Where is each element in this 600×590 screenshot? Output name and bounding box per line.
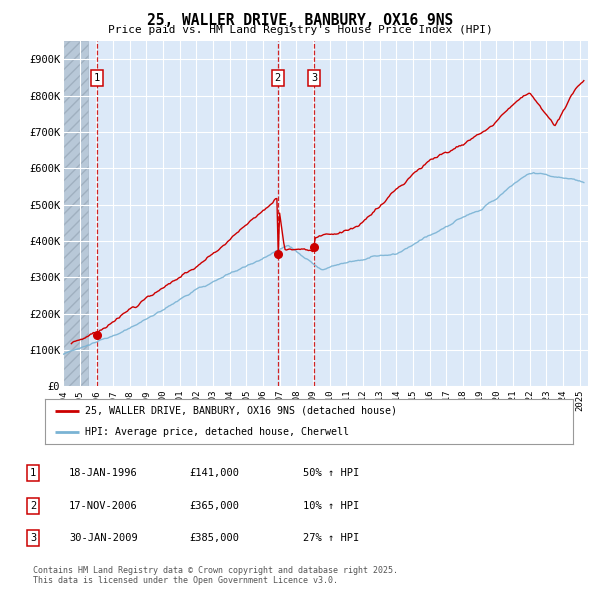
Text: 18-JAN-1996: 18-JAN-1996 — [69, 468, 138, 478]
Text: £385,000: £385,000 — [189, 533, 239, 543]
Text: 3: 3 — [311, 73, 317, 83]
Text: £141,000: £141,000 — [189, 468, 239, 478]
Text: 50% ↑ HPI: 50% ↑ HPI — [303, 468, 359, 478]
Text: 17-NOV-2006: 17-NOV-2006 — [69, 501, 138, 510]
Text: 1: 1 — [30, 468, 36, 478]
Text: 2: 2 — [275, 73, 281, 83]
Text: 3: 3 — [30, 533, 36, 543]
Text: Contains HM Land Registry data © Crown copyright and database right 2025.
This d: Contains HM Land Registry data © Crown c… — [33, 566, 398, 585]
Text: 2: 2 — [30, 501, 36, 510]
Text: 25, WALLER DRIVE, BANBURY, OX16 9NS: 25, WALLER DRIVE, BANBURY, OX16 9NS — [147, 13, 453, 28]
Text: £365,000: £365,000 — [189, 501, 239, 510]
Text: HPI: Average price, detached house, Cherwell: HPI: Average price, detached house, Cher… — [85, 427, 349, 437]
Bar — [63, 41, 88, 386]
Text: 1: 1 — [94, 73, 100, 83]
Text: 27% ↑ HPI: 27% ↑ HPI — [303, 533, 359, 543]
Text: Price paid vs. HM Land Registry's House Price Index (HPI): Price paid vs. HM Land Registry's House … — [107, 25, 493, 35]
Text: 10% ↑ HPI: 10% ↑ HPI — [303, 501, 359, 510]
Text: 25, WALLER DRIVE, BANBURY, OX16 9NS (detached house): 25, WALLER DRIVE, BANBURY, OX16 9NS (det… — [85, 406, 397, 416]
Text: 30-JAN-2009: 30-JAN-2009 — [69, 533, 138, 543]
